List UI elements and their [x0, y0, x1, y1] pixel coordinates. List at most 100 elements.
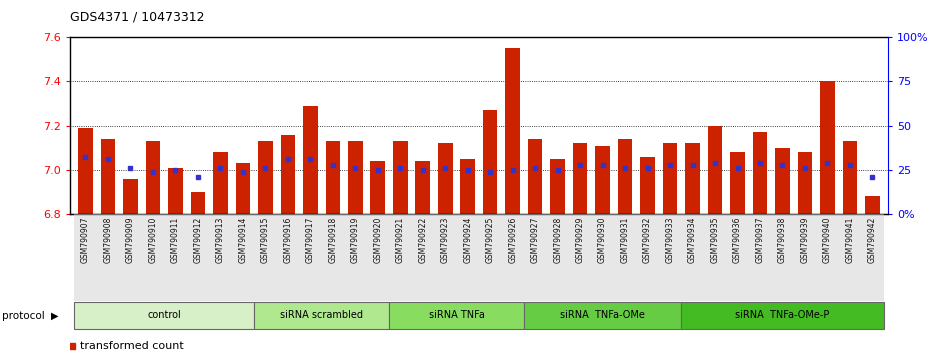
Text: GSM790938: GSM790938 [778, 217, 787, 263]
Bar [254, 214, 276, 301]
Bar [146, 141, 160, 214]
Bar [258, 141, 272, 214]
Bar [591, 214, 614, 301]
Bar [78, 128, 93, 214]
Text: GSM790925: GSM790925 [485, 217, 495, 263]
Bar [636, 214, 658, 301]
Text: GSM790915: GSM790915 [260, 217, 270, 263]
Text: GSM790913: GSM790913 [216, 217, 225, 263]
Text: GSM790939: GSM790939 [801, 217, 809, 263]
Bar [100, 139, 115, 214]
Text: GSM790908: GSM790908 [103, 217, 113, 263]
Text: GSM790916: GSM790916 [284, 217, 292, 263]
Bar [749, 214, 771, 301]
Text: GSM790911: GSM790911 [171, 217, 179, 263]
Text: GSM790930: GSM790930 [598, 217, 607, 263]
Text: GSM790931: GSM790931 [620, 217, 630, 263]
Text: GSM790909: GSM790909 [126, 217, 135, 263]
Bar [776, 148, 790, 214]
Bar [434, 214, 457, 301]
Bar [505, 48, 520, 214]
Bar [281, 135, 295, 214]
Bar [573, 143, 588, 214]
Bar [416, 161, 430, 214]
Text: GSM790933: GSM790933 [666, 217, 674, 263]
Text: ▶: ▶ [51, 311, 59, 321]
Text: GSM790922: GSM790922 [418, 217, 427, 263]
Bar [547, 214, 569, 301]
Bar [276, 214, 299, 301]
Text: GSM790937: GSM790937 [755, 217, 764, 263]
Bar [551, 159, 565, 214]
Bar [569, 214, 591, 301]
Text: GSM790917: GSM790917 [306, 217, 315, 263]
Bar [640, 157, 655, 214]
Bar [817, 214, 839, 301]
Text: GSM790914: GSM790914 [238, 217, 247, 263]
Bar [344, 214, 366, 301]
Bar [839, 214, 861, 301]
Text: GSM790929: GSM790929 [576, 217, 585, 263]
Bar [168, 168, 182, 214]
Bar [191, 192, 206, 214]
FancyBboxPatch shape [682, 302, 883, 330]
Bar [501, 214, 524, 301]
Bar [299, 214, 322, 301]
Bar [685, 143, 700, 214]
Text: siRNA  TNFa-OMe-P: siRNA TNFa-OMe-P [736, 310, 830, 320]
Text: GSM790907: GSM790907 [81, 217, 90, 263]
Bar [97, 214, 119, 301]
Text: GSM790924: GSM790924 [463, 217, 472, 263]
Bar [119, 214, 141, 301]
Bar [614, 214, 636, 301]
Text: GSM790921: GSM790921 [396, 217, 405, 263]
Bar [232, 214, 254, 301]
Bar [74, 214, 97, 301]
Bar [209, 214, 232, 301]
Bar [524, 214, 547, 301]
Bar [460, 159, 475, 214]
Bar [348, 141, 363, 214]
Bar [658, 214, 682, 301]
Bar [483, 110, 498, 214]
Bar [457, 214, 479, 301]
Bar [708, 126, 723, 214]
Bar [326, 141, 340, 214]
FancyBboxPatch shape [389, 302, 524, 330]
Text: GSM790936: GSM790936 [733, 217, 742, 263]
Bar [595, 145, 610, 214]
Bar [438, 143, 453, 214]
Bar [411, 214, 434, 301]
Text: GSM790920: GSM790920 [373, 217, 382, 263]
Text: GSM790928: GSM790928 [553, 217, 562, 263]
Bar [663, 143, 677, 214]
Bar [322, 214, 344, 301]
Text: control: control [147, 310, 181, 320]
Bar [861, 214, 884, 301]
Text: GSM790918: GSM790918 [328, 217, 338, 263]
Text: GSM790932: GSM790932 [643, 217, 652, 263]
Text: GSM790919: GSM790919 [351, 217, 360, 263]
Bar [793, 214, 817, 301]
Text: GSM790940: GSM790940 [823, 217, 832, 263]
Text: GSM790927: GSM790927 [531, 217, 539, 263]
Text: GSM790926: GSM790926 [508, 217, 517, 263]
Text: GSM790942: GSM790942 [868, 217, 877, 263]
Bar [141, 214, 165, 301]
FancyBboxPatch shape [254, 302, 389, 330]
Bar [213, 152, 228, 214]
Bar [235, 163, 250, 214]
FancyBboxPatch shape [74, 302, 254, 330]
Bar [123, 179, 138, 214]
Bar [528, 139, 542, 214]
Bar [389, 214, 411, 301]
Bar [618, 139, 632, 214]
Text: GSM790934: GSM790934 [688, 217, 698, 263]
Text: transformed count: transformed count [80, 341, 184, 352]
Bar [771, 214, 793, 301]
Bar [843, 141, 857, 214]
Text: GSM790935: GSM790935 [711, 217, 720, 263]
Bar [820, 81, 835, 214]
Text: GSM790923: GSM790923 [441, 217, 450, 263]
Text: GSM790941: GSM790941 [845, 217, 855, 263]
